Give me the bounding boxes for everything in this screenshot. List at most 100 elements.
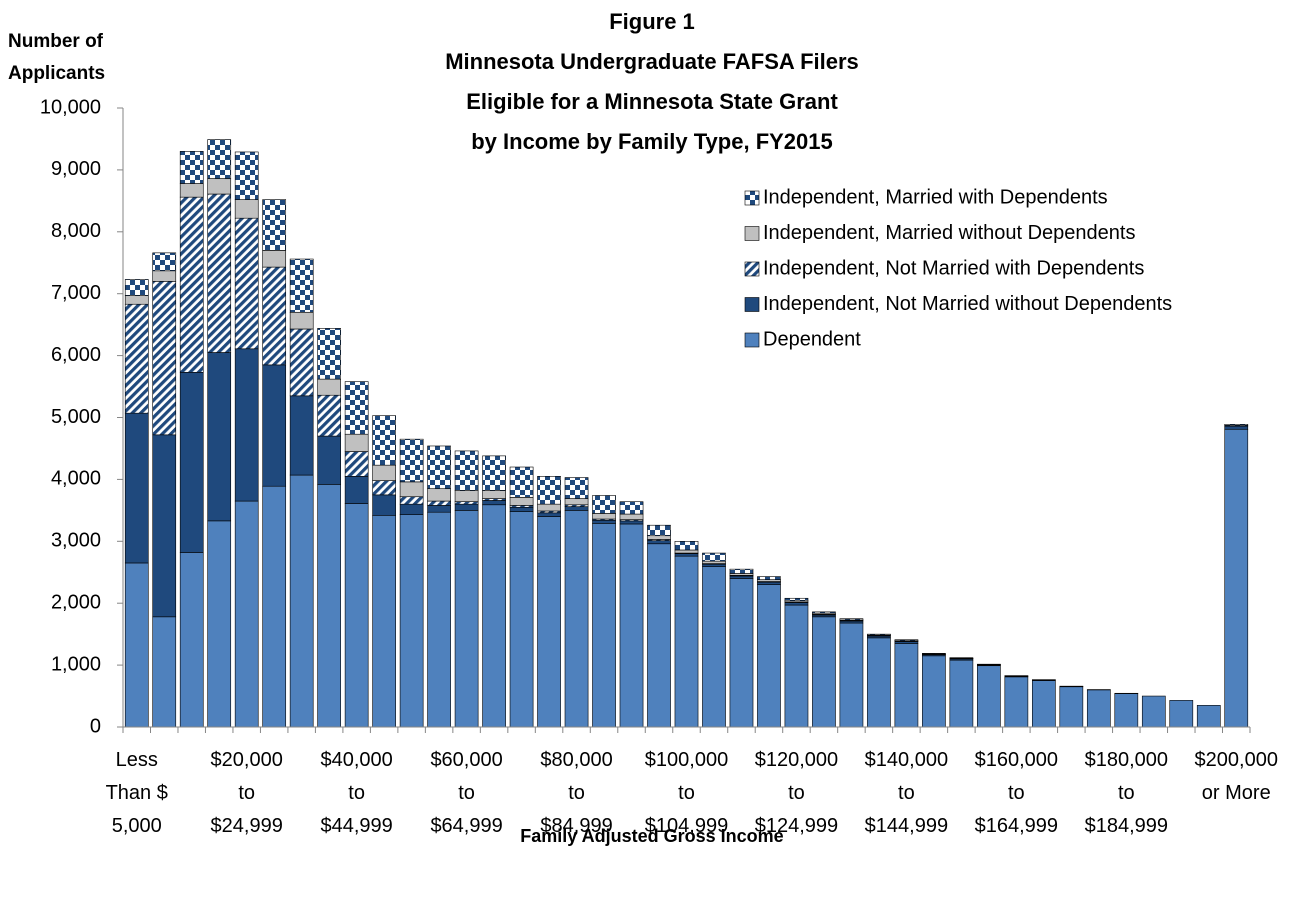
bar-segment <box>702 560 726 564</box>
bar-segment <box>702 563 726 567</box>
bar-segment <box>812 616 836 728</box>
bar-segment <box>812 611 836 614</box>
bar-segment <box>757 576 781 580</box>
bar-segment <box>757 584 781 728</box>
bar-segment <box>372 494 396 516</box>
x-tick-label: $80,000 to $84,999 <box>540 749 613 837</box>
bar-segment <box>1031 680 1056 728</box>
y-tick-label: 7,000 <box>51 282 101 304</box>
legend-swatch <box>744 226 760 241</box>
bar-segment <box>317 435 342 485</box>
legend-swatch <box>744 297 760 312</box>
bar-segment <box>344 476 369 504</box>
bar-segment <box>152 616 177 728</box>
bar-segment <box>427 511 451 728</box>
bar-segment <box>537 476 561 505</box>
bar-segment <box>234 348 259 502</box>
bar-segment <box>399 481 424 498</box>
x-tick-label: $60,000 to $64,999 <box>430 749 503 837</box>
bar-segment <box>647 535 671 540</box>
bar-segment <box>509 506 534 512</box>
bar-segment <box>179 552 204 728</box>
y-tick-label: 5,000 <box>51 406 101 428</box>
bar-segment <box>289 328 314 397</box>
bar-segment <box>1196 705 1221 728</box>
bar-segment <box>344 503 369 728</box>
bar-segment <box>784 604 809 728</box>
bar-segment <box>124 279 149 296</box>
y-tick-label: 1,000 <box>51 653 101 675</box>
bar-segment <box>427 488 451 502</box>
bar-segment <box>922 653 946 655</box>
bar-segment <box>454 490 479 502</box>
x-tick-label: $100,000 to $104,999 <box>644 749 729 837</box>
x-tick-label: $120,000 to $124,999 <box>754 749 839 837</box>
bar-segment <box>317 328 342 380</box>
bar-segment <box>482 490 506 499</box>
bar-segment <box>454 503 479 511</box>
y-tick-label: 2,000 <box>51 591 101 613</box>
bar-segment <box>234 151 259 200</box>
legend-label: Independent, Married with Dependents <box>763 186 1108 208</box>
bar-segment <box>317 394 342 437</box>
bar-segment <box>1114 693 1139 728</box>
bar-segment <box>647 540 671 545</box>
bar-segment <box>867 633 891 636</box>
bar-segment <box>207 178 232 195</box>
x-axis-label: Family Adjusted Gross Income <box>520 826 784 846</box>
legend-label: Independent, Not Married without Depende… <box>763 293 1172 315</box>
bar-segment <box>234 500 259 728</box>
x-tick-label: $180,000 to $184,999 <box>1084 749 1168 837</box>
bar-segment <box>152 252 177 272</box>
x-tick-label: $20,000 to $24,999 <box>210 749 283 837</box>
bar-segment <box>344 451 369 477</box>
bar-segment <box>1224 428 1249 728</box>
bar-segment <box>454 501 479 505</box>
bar-segment <box>262 485 287 728</box>
bar-segment <box>784 602 809 606</box>
x-tick-label: Less Than $ 5,000 <box>105 749 168 837</box>
bar-segment <box>289 395 314 476</box>
legend-swatch <box>744 190 760 206</box>
bar-segment <box>372 480 396 496</box>
bar-segment <box>179 183 204 198</box>
bar-segment <box>152 434 177 618</box>
bar-segment <box>482 455 506 491</box>
title-line: by Income by Family Type, FY2015 <box>471 129 833 154</box>
x-tick-label: $40,000 to $44,999 <box>320 749 393 837</box>
bar-segment <box>509 497 534 506</box>
bar-segment <box>317 484 342 728</box>
bar-segment <box>344 433 369 452</box>
bar-segment <box>592 495 616 514</box>
bar-segment <box>234 217 259 350</box>
bar-segment <box>124 303 149 414</box>
bar-segment <box>152 270 177 282</box>
bar-segment <box>702 566 726 728</box>
bar-segment <box>207 139 232 179</box>
bar-segment <box>839 622 864 728</box>
x-tick-label: $140,000 to $144,999 <box>864 749 949 837</box>
bar-segment <box>1086 689 1111 728</box>
bar-segment <box>729 578 754 728</box>
bar-segment <box>207 352 232 522</box>
y-tick-label: 9,000 <box>51 158 101 180</box>
bar-segment <box>564 506 589 511</box>
bar-segment <box>509 511 534 728</box>
bar-segment <box>949 659 974 728</box>
bar-segment <box>482 504 506 728</box>
bar-segment <box>262 250 287 268</box>
bar-segment <box>234 199 259 219</box>
bar-segment <box>757 581 781 585</box>
legend-swatch <box>744 332 760 348</box>
bar-segment <box>894 643 919 728</box>
bar-segment <box>179 372 204 553</box>
bar-segment <box>784 597 809 602</box>
bar-segment <box>674 540 699 551</box>
y-tick-label: 8,000 <box>51 220 101 242</box>
bar-segment <box>922 655 946 728</box>
bar-segment <box>427 445 451 489</box>
title-line: Figure 1 <box>609 9 695 34</box>
bar-segment <box>1141 695 1166 728</box>
bar-segment <box>372 415 396 466</box>
bar-segment <box>537 503 561 512</box>
